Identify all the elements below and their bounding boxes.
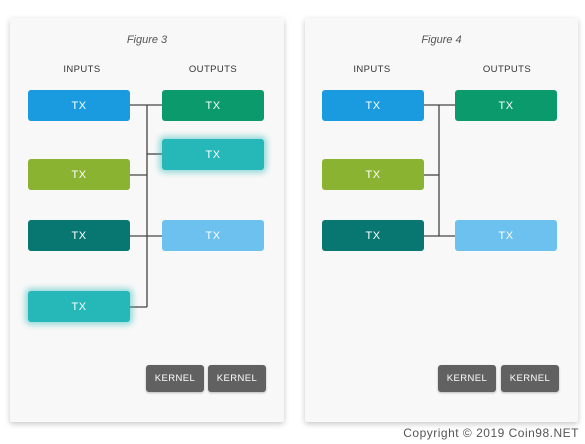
figure-4-output-tx-1: TX [455,90,557,121]
figure-4-output-tx-2: TX [455,220,557,251]
figure-3-input-tx-2: TX [28,159,130,190]
figure-4-input-tx-3: TX [322,220,424,251]
figure-3-wires [130,104,162,308]
figure-3-kernel-2: KERNEL [208,365,266,392]
figure-4-outputs-heading: OUTPUTS [482,64,532,75]
figure-3-title: Figure 3 [126,34,168,46]
figure-3-output-tx-3: TX [162,220,264,251]
figure-4-kernel-1: KERNEL [438,365,496,392]
figure-4-title: Figure 4 [421,34,462,46]
figure-4-panel: Figure 4 INPUTS OUTPUTS TX TX TX TX TX K… [305,18,578,422]
figure-4-kernel-2: KERNEL [501,365,559,392]
figure-4-input-tx-2: TX [322,159,424,190]
figure-3-output-tx-2-highlighted: TX [162,139,264,170]
figure-4-inputs-heading: INPUTS [353,64,391,75]
figure-3-input-tx-3: TX [28,220,130,251]
figure-3-input-tx-4-highlighted: TX [28,291,130,322]
figure-3-input-tx-1: TX [28,90,130,121]
figure-3-kernel-1: KERNEL [146,365,204,392]
figure-4-input-tx-1: TX [322,90,424,121]
figure-3-outputs-heading: OUTPUTS [188,64,238,75]
figure-3-inputs-heading: INPUTS [63,64,101,75]
copyright-notice: Copyright © 2019 Coin98.NET [403,426,579,440]
figure-3-output-tx-1: TX [162,90,264,121]
figure-4-wires [424,104,455,237]
figure-3-panel: Figure 3 INPUTS OUTPUTS TX TX TX TX TX T… [10,18,284,422]
